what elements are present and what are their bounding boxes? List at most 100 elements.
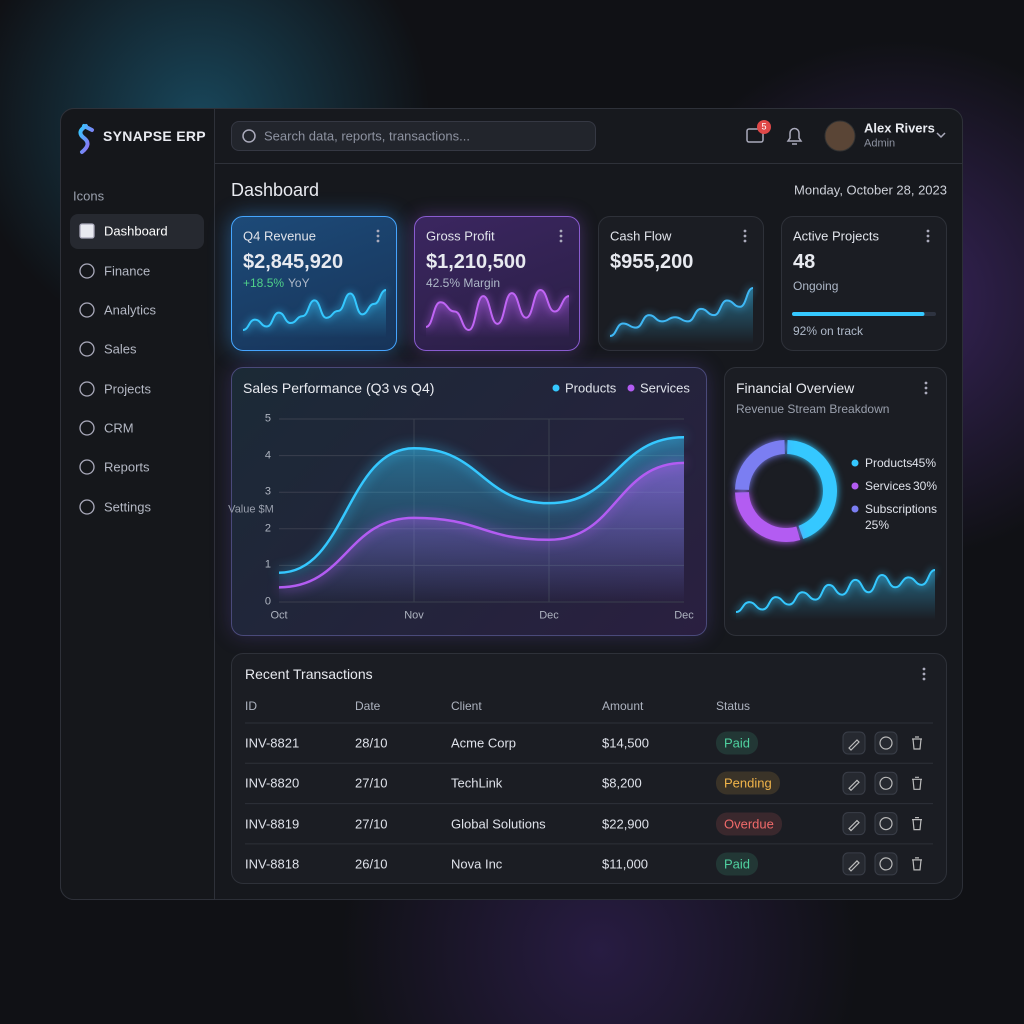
nav-item[interactable]: Reports bbox=[104, 459, 150, 475]
line bbox=[278, 461, 685, 589]
menu-dot[interactable] bbox=[559, 229, 563, 233]
menu-dot[interactable] bbox=[924, 386, 928, 390]
cell: Acme Corp bbox=[451, 735, 517, 751]
action-button[interactable] bbox=[874, 812, 898, 836]
x-tick-label: Oct bbox=[270, 609, 288, 622]
legend-value: 45% bbox=[912, 456, 937, 470]
search-icon bbox=[242, 129, 256, 143]
nav-icon bbox=[79, 420, 95, 436]
cell: INV-8818 bbox=[245, 856, 300, 872]
user-name: Alex Rivers bbox=[864, 120, 935, 136]
kpi-title: Cash Flow bbox=[610, 228, 672, 244]
menu-dot[interactable] bbox=[743, 229, 747, 233]
progress-label: 92% on track bbox=[793, 324, 864, 338]
legend-value: 25% bbox=[865, 518, 890, 532]
kpi-title: Active Projects bbox=[793, 228, 879, 244]
menu-dot[interactable] bbox=[376, 239, 380, 243]
badge bbox=[757, 120, 771, 134]
legend-label: Services bbox=[865, 479, 912, 493]
nav-item[interactable]: Projects bbox=[104, 381, 151, 397]
sparkline-area bbox=[610, 288, 753, 344]
cell: INV-8821 bbox=[245, 735, 300, 751]
nav-item[interactable]: Finance bbox=[104, 263, 151, 279]
legend-label: Services bbox=[640, 380, 690, 396]
menu-dot[interactable] bbox=[924, 391, 928, 395]
delete-icon[interactable] bbox=[912, 857, 922, 871]
logo bbox=[78, 124, 94, 154]
y-tick-label: 1 bbox=[264, 558, 271, 571]
menu-dot[interactable] bbox=[376, 229, 380, 233]
cell: Nova Inc bbox=[451, 856, 503, 872]
action-button[interactable] bbox=[874, 731, 898, 755]
cell: INV-8820 bbox=[245, 775, 300, 791]
kpi-delta: +18.5% bbox=[243, 276, 285, 290]
nav-item[interactable]: Analytics bbox=[104, 302, 157, 318]
info-icon bbox=[879, 736, 893, 750]
menu-dot[interactable] bbox=[922, 667, 926, 671]
donut-slice bbox=[787, 440, 837, 540]
status-pill: Pending bbox=[716, 771, 780, 795]
nav-item[interactable]: Dashboard bbox=[104, 223, 168, 239]
nav-icon bbox=[79, 459, 95, 475]
menu-dot[interactable] bbox=[926, 234, 930, 238]
menu-dot[interactable] bbox=[924, 381, 928, 385]
menu-dot[interactable] bbox=[926, 229, 930, 233]
menu-dot[interactable] bbox=[376, 234, 380, 238]
nav-icon bbox=[79, 341, 95, 357]
menu-dot[interactable] bbox=[559, 239, 563, 243]
cell: $11,000 bbox=[602, 856, 649, 872]
action-button[interactable] bbox=[874, 852, 898, 876]
date: Monday, October 28, 2023 bbox=[794, 182, 947, 198]
x-tick-label: Dec bbox=[539, 609, 559, 622]
edit-icon bbox=[848, 860, 860, 872]
action-button[interactable] bbox=[874, 771, 898, 795]
user-role: Admin bbox=[864, 137, 896, 150]
nav-item[interactable]: Sales bbox=[104, 341, 137, 357]
nav-icon bbox=[79, 223, 95, 239]
notification-badge: 5 bbox=[761, 121, 767, 132]
sparkline bbox=[242, 289, 387, 331]
legend-label: Products bbox=[565, 380, 617, 396]
cell: 26/10 bbox=[355, 856, 388, 872]
menu-dot[interactable] bbox=[922, 672, 926, 676]
donut-slice bbox=[735, 440, 785, 490]
column-header: Client bbox=[451, 699, 482, 713]
card-title: Financial Overview bbox=[736, 380, 855, 396]
x-tick-label: Dec bbox=[674, 609, 694, 622]
column-header: Amount bbox=[602, 699, 644, 713]
info-icon bbox=[879, 776, 893, 790]
delete-icon[interactable] bbox=[912, 817, 922, 831]
search-box[interactable] bbox=[231, 121, 596, 151]
legend-swatch bbox=[851, 459, 859, 467]
nav-item[interactable]: CRM bbox=[104, 420, 134, 436]
edit-icon bbox=[848, 779, 860, 792]
delete-icon[interactable] bbox=[912, 776, 922, 790]
cell: $8,200 bbox=[602, 775, 642, 791]
progress-bar bbox=[792, 312, 925, 316]
delete-icon[interactable] bbox=[912, 736, 922, 750]
menu-dot[interactable] bbox=[922, 677, 926, 681]
legend-swatch bbox=[851, 505, 859, 513]
status-pill: Overdue bbox=[716, 812, 782, 836]
menu-dot[interactable] bbox=[559, 234, 563, 238]
chart-title: Sales Performance (Q3 vs Q4) bbox=[243, 380, 435, 396]
legend-label: Products bbox=[865, 456, 913, 470]
sparkline bbox=[609, 287, 754, 337]
menu-dot[interactable] bbox=[743, 234, 747, 238]
menu-dot[interactable] bbox=[926, 239, 930, 243]
mail-icon[interactable] bbox=[746, 128, 764, 143]
column-header: ID bbox=[245, 699, 257, 713]
menu-dot[interactable] bbox=[743, 239, 747, 243]
sidebar-heading: Icons bbox=[73, 188, 105, 204]
avatar[interactable] bbox=[824, 120, 856, 152]
y-tick-label: 4 bbox=[264, 449, 271, 462]
nav-item[interactable]: Settings bbox=[104, 499, 151, 515]
search-placeholder: Search data, reports, transactions... bbox=[264, 128, 470, 144]
transactions-card bbox=[231, 653, 947, 884]
cell: 27/10 bbox=[355, 816, 388, 832]
cell: TechLink bbox=[451, 775, 503, 791]
bell-icon[interactable] bbox=[786, 127, 803, 145]
chevron[interactable] bbox=[936, 132, 946, 139]
y-axis-label: Value $M bbox=[228, 503, 274, 516]
